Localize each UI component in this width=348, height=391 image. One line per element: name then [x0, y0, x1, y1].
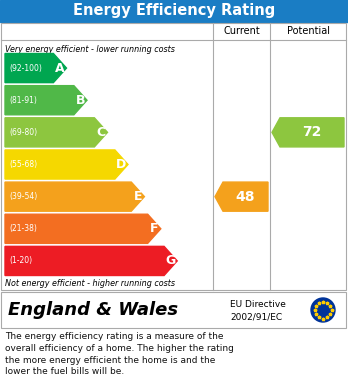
Polygon shape	[5, 182, 144, 211]
Text: G: G	[166, 255, 176, 267]
Text: (21-38): (21-38)	[9, 224, 37, 233]
Text: England & Wales: England & Wales	[8, 301, 178, 319]
Polygon shape	[272, 118, 344, 147]
Text: A: A	[55, 61, 65, 75]
Polygon shape	[5, 118, 108, 147]
Text: E: E	[134, 190, 142, 203]
Text: Not energy efficient - higher running costs: Not energy efficient - higher running co…	[5, 280, 175, 289]
Polygon shape	[5, 86, 87, 115]
Text: 72: 72	[302, 126, 322, 139]
Bar	[0, 291, 348, 329]
Text: Current: Current	[223, 26, 260, 36]
Polygon shape	[5, 214, 161, 243]
Text: Potential: Potential	[286, 26, 330, 36]
Text: D: D	[116, 158, 127, 171]
Text: The energy efficiency rating is a measure of the
overall efficiency of a home. T: The energy efficiency rating is a measur…	[5, 332, 234, 377]
Bar	[0, 0, 348, 22]
Text: EU Directive: EU Directive	[230, 300, 286, 309]
Text: (55-68): (55-68)	[9, 160, 37, 169]
Text: (92-100): (92-100)	[9, 64, 42, 73]
Text: (39-54): (39-54)	[9, 192, 37, 201]
Polygon shape	[215, 182, 268, 211]
Circle shape	[311, 298, 335, 322]
Polygon shape	[5, 54, 66, 83]
Bar	[1, 23, 346, 290]
Text: Very energy efficient - lower running costs: Very energy efficient - lower running co…	[5, 45, 175, 54]
Polygon shape	[5, 246, 177, 276]
Bar	[1, 292, 346, 328]
Text: (81-91): (81-91)	[9, 96, 37, 105]
Text: C: C	[96, 126, 105, 139]
Text: 48: 48	[236, 190, 255, 204]
Text: (1-20): (1-20)	[9, 256, 32, 265]
Text: Energy Efficiency Rating: Energy Efficiency Rating	[73, 4, 275, 18]
Polygon shape	[5, 150, 128, 179]
Text: B: B	[76, 94, 85, 107]
Text: F: F	[150, 222, 158, 235]
Text: 2002/91/EC: 2002/91/EC	[230, 312, 282, 321]
Text: (69-80): (69-80)	[9, 128, 37, 137]
